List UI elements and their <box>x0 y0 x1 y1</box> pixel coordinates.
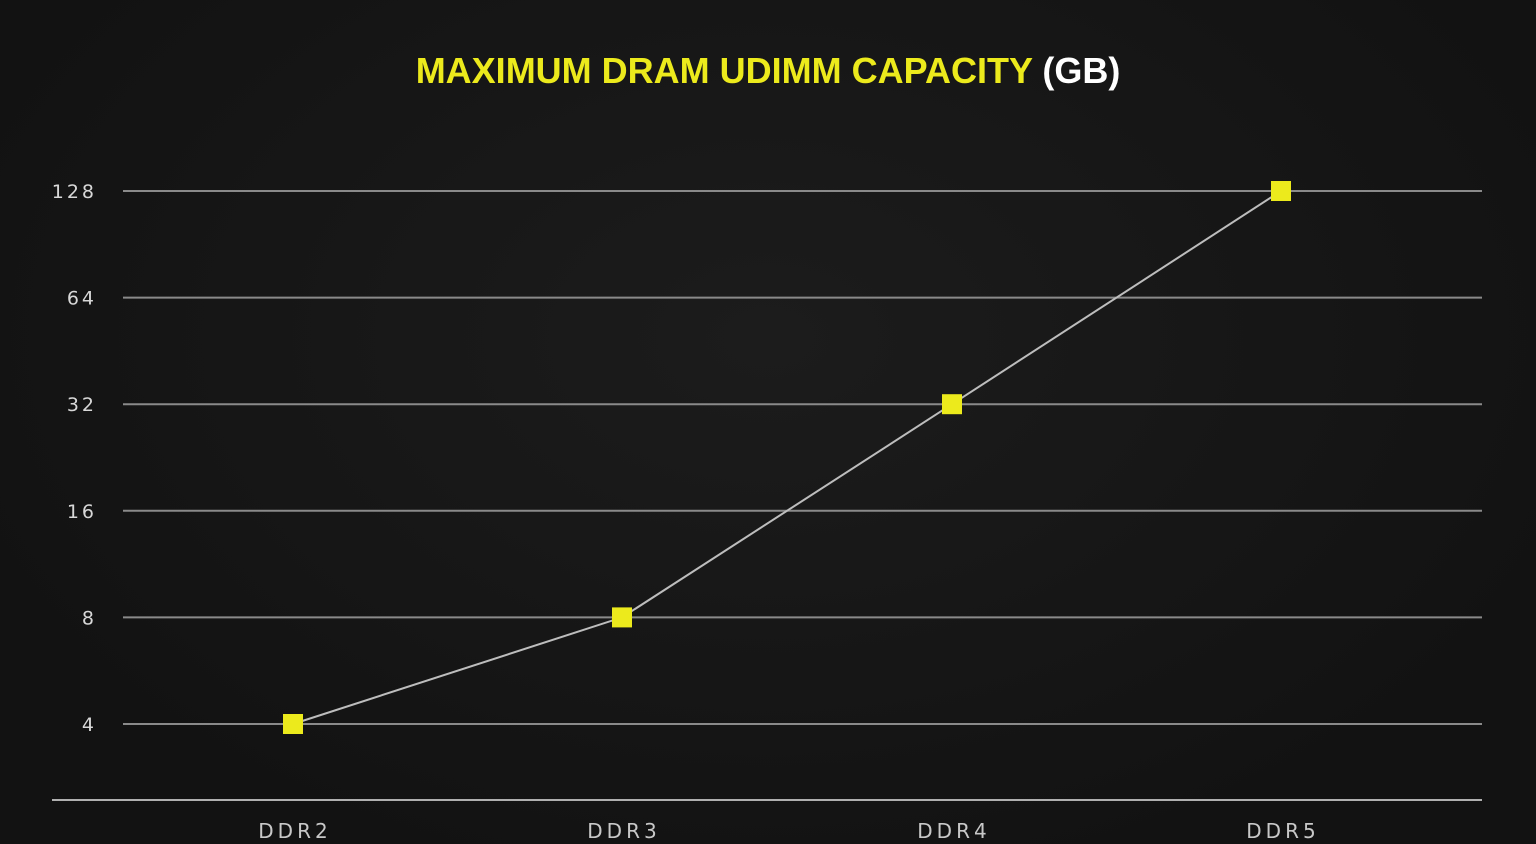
y-tick-label: 128 <box>52 181 97 203</box>
data-point-marker <box>283 714 303 734</box>
data-point-marker <box>942 394 962 415</box>
data-point-marker <box>1271 181 1291 201</box>
chart-title: MAXIMUM DRAM UDIMM CAPACITY (GB) <box>0 50 1536 92</box>
y-tick-label: 16 <box>67 501 97 523</box>
x-tick-label: DDR5 <box>1246 819 1319 843</box>
chart-title-unit: (GB) <box>1042 50 1121 91</box>
y-tick-label: 32 <box>67 394 97 416</box>
data-point-marker <box>612 607 632 628</box>
y-tick-label: 8 <box>82 607 97 629</box>
series-line <box>292 190 1282 725</box>
x-tick-label: DDR4 <box>917 819 990 843</box>
y-tick-label: 64 <box>67 288 97 310</box>
chart-title-text: MAXIMUM DRAM UDIMM CAPACITY <box>415 50 1033 91</box>
y-tick-label: 4 <box>82 714 97 736</box>
x-tick-label: DDR3 <box>587 819 660 843</box>
x-tick-label: DDR2 <box>258 819 331 843</box>
